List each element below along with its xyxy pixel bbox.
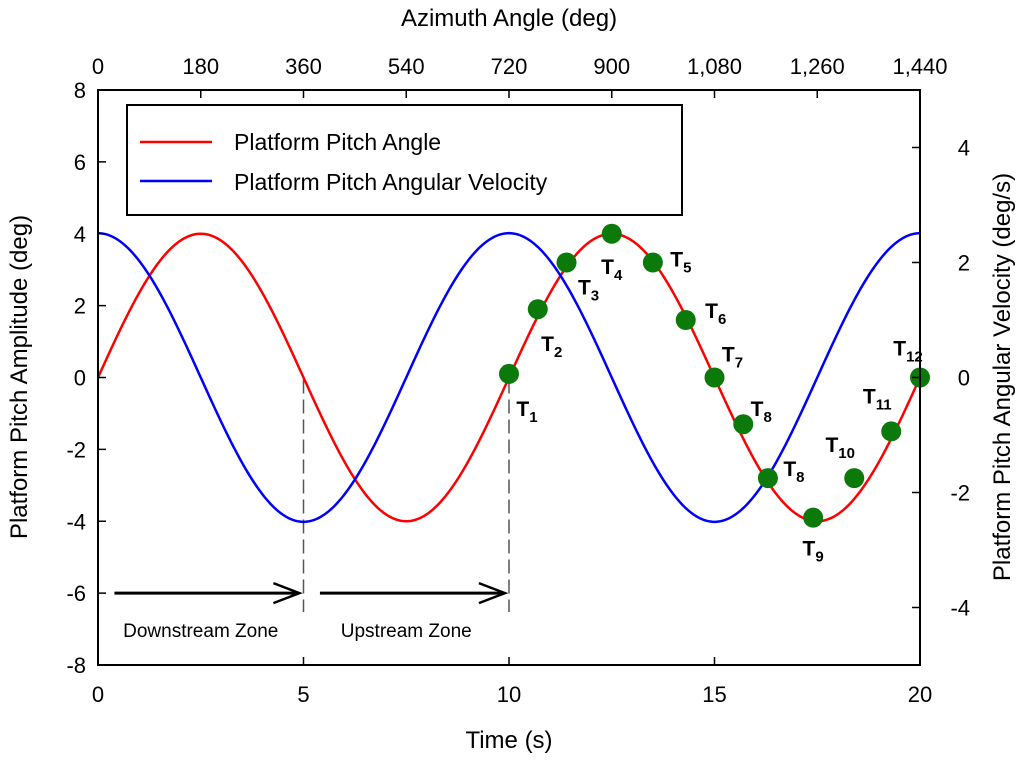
marker-label-sub-2: 2 (554, 344, 562, 361)
legend-box (126, 104, 683, 216)
x2-tick-label-1: 180 (182, 54, 219, 79)
marker-label-sub-5: 5 (683, 260, 691, 277)
x2-tick-label-5: 900 (593, 54, 630, 79)
zone-arrow-head-2 (478, 581, 509, 605)
marker-label-sub-1: 1 (529, 409, 537, 426)
marker-label-sub-9: 8 (796, 469, 804, 486)
marker-point-6 (675, 310, 696, 330)
y2-tick-label-0: 4 (958, 136, 970, 161)
x-tick-label-0: 0 (92, 682, 104, 707)
vertical-lines (302, 379, 510, 612)
x2-tick-label-7: 1,260 (790, 54, 845, 79)
y-tick-label-8: -8 (66, 653, 86, 678)
y-tick-label-6: -4 (66, 509, 86, 534)
x2-tick-label-3: 540 (388, 54, 425, 79)
x2-tick-label-4: 720 (491, 54, 528, 79)
marker-point-4 (601, 223, 622, 244)
legend: Platform Pitch Angle Platform Pitch Angu… (126, 104, 683, 216)
marker-point-8 (733, 414, 754, 435)
marker-point-9 (757, 468, 778, 489)
legend-label-pitch-angle: Platform Pitch Angle (234, 129, 441, 155)
marker-point-11 (844, 468, 865, 489)
zone-arrow-head-1 (272, 581, 303, 605)
marker-label-sub-7: 7 (735, 355, 743, 372)
y-tick-label-3: 2 (74, 294, 86, 319)
y-tick-label-2: 4 (74, 222, 86, 247)
y2-tick-label-4: -4 (950, 596, 970, 621)
y2-axis-title: Platform Pitch Angular Velocity (deg/s) (989, 173, 1016, 581)
y-tick-label-5: -2 (66, 437, 86, 462)
x-tick-label-1: 5 (297, 682, 309, 707)
zone-arrows (114, 581, 509, 605)
zone-labels: Downstream Zone Upstream Zone (123, 621, 472, 642)
marker-label-sub-13: 12 (906, 349, 923, 366)
x-tick-label-2: 10 (497, 682, 521, 707)
marker-point-7 (704, 367, 725, 388)
marker-point-5 (642, 252, 663, 273)
marker-label-sub-6: 6 (718, 311, 726, 328)
marker-point-3 (556, 252, 577, 273)
marker-label-sub-11: 10 (838, 445, 855, 462)
y-tick-label-0: 8 (74, 78, 86, 103)
marker-label-sub-12: 11 (876, 396, 892, 413)
x-tick-label-3: 15 (702, 682, 726, 707)
y-tick-label-1: 6 (74, 150, 86, 175)
series-line-angular-velocity (97, 231, 921, 524)
y-tick-label-7: -6 (66, 581, 86, 606)
marker-label-sub-10: 9 (815, 549, 823, 566)
marker-point-1 (499, 363, 519, 384)
marker-label-sub-8: 8 (764, 409, 772, 426)
x-axis-title: Time (s) (465, 727, 552, 754)
x2-tick-label-0: 0 (92, 54, 104, 79)
marker-point-10 (803, 507, 824, 528)
y-axis-title: Platform Pitch Amplitude (deg) (6, 215, 33, 539)
x2-tick-label-8: 1,440 (892, 54, 947, 79)
x2-tick-label-2: 360 (285, 54, 322, 79)
marker-label-sub-3: 3 (591, 288, 599, 305)
y2-tick-label-3: -2 (950, 481, 970, 506)
x2-tick-label-6: 1,080 (687, 54, 742, 79)
axis-ticks: 0 5 10 15 200 180 360 540 720 900 1,080 1,260 1,4408… (66, 54, 970, 707)
y-tick-label-4: 0 (74, 366, 86, 391)
x-tick-label-4: 20 (908, 682, 932, 707)
y2-tick-label-1: 2 (958, 251, 970, 276)
marker-label-sub-4: 4 (614, 267, 623, 284)
x2-axis-title: Azimuth Angle (deg) (401, 5, 617, 32)
upstream-zone-label: Upstream Zone (341, 621, 472, 642)
downstream-zone-label: Downstream Zone (123, 621, 278, 642)
legend-label-angular-velocity: Platform Pitch Angular Velocity (234, 169, 548, 195)
marker-point-2 (527, 299, 548, 320)
marker-point-12 (881, 421, 902, 442)
y2-tick-label-2: 0 (958, 366, 970, 391)
